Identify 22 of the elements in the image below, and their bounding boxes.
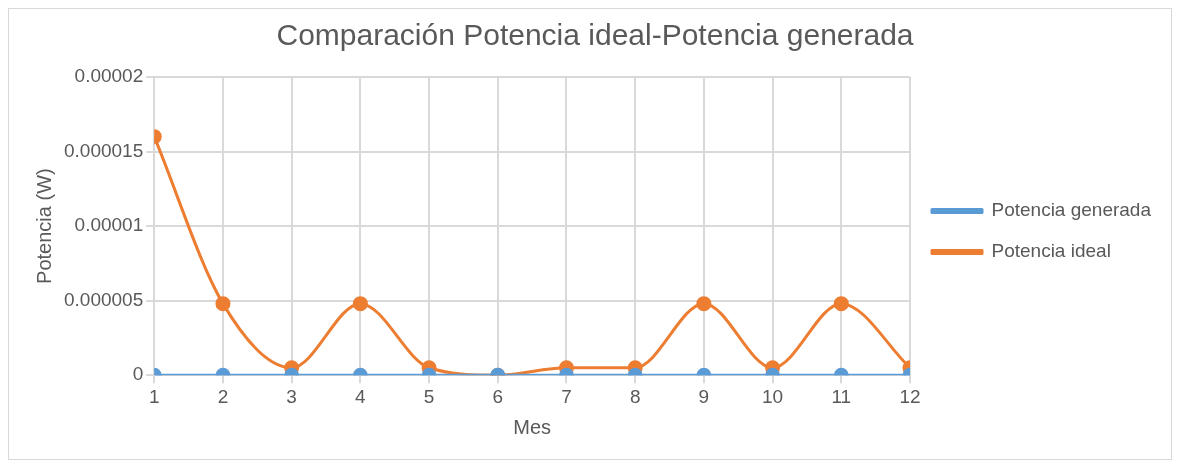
x-tick-label: 5 [423,385,435,407]
x-tick-label: 3 [286,385,297,407]
x-tick-label: 6 [492,385,504,407]
y-tick-label: 0.00002 [74,65,144,87]
x-tick-label: 11 [831,385,852,407]
legend-label: Potencia ideal [991,240,1111,262]
x-tick-label: 12 [899,385,921,407]
y-axis-title: Potencia (W) [32,168,55,284]
x-axis-title: Mes [513,415,552,438]
y-tick-label: 0.000015 [64,139,144,161]
y-tick-label: 0.000005 [64,288,144,310]
x-tick-label: 7 [561,385,572,407]
x-tick-label: 4 [355,385,367,407]
x-tick-label: 10 [762,385,784,407]
x-tick-label: 9 [698,385,710,407]
y-tick-label: 0 [132,363,144,385]
legend-label: Potencia generada [991,199,1152,221]
x-tick-label: 8 [629,385,641,407]
y-tick-label: 0.00001 [74,214,144,236]
x-tick-label: 1 [148,385,160,407]
x-tick-label: 2 [217,385,229,407]
chart-title: Comparación Potencia ideal-Potencia generada [276,18,914,52]
